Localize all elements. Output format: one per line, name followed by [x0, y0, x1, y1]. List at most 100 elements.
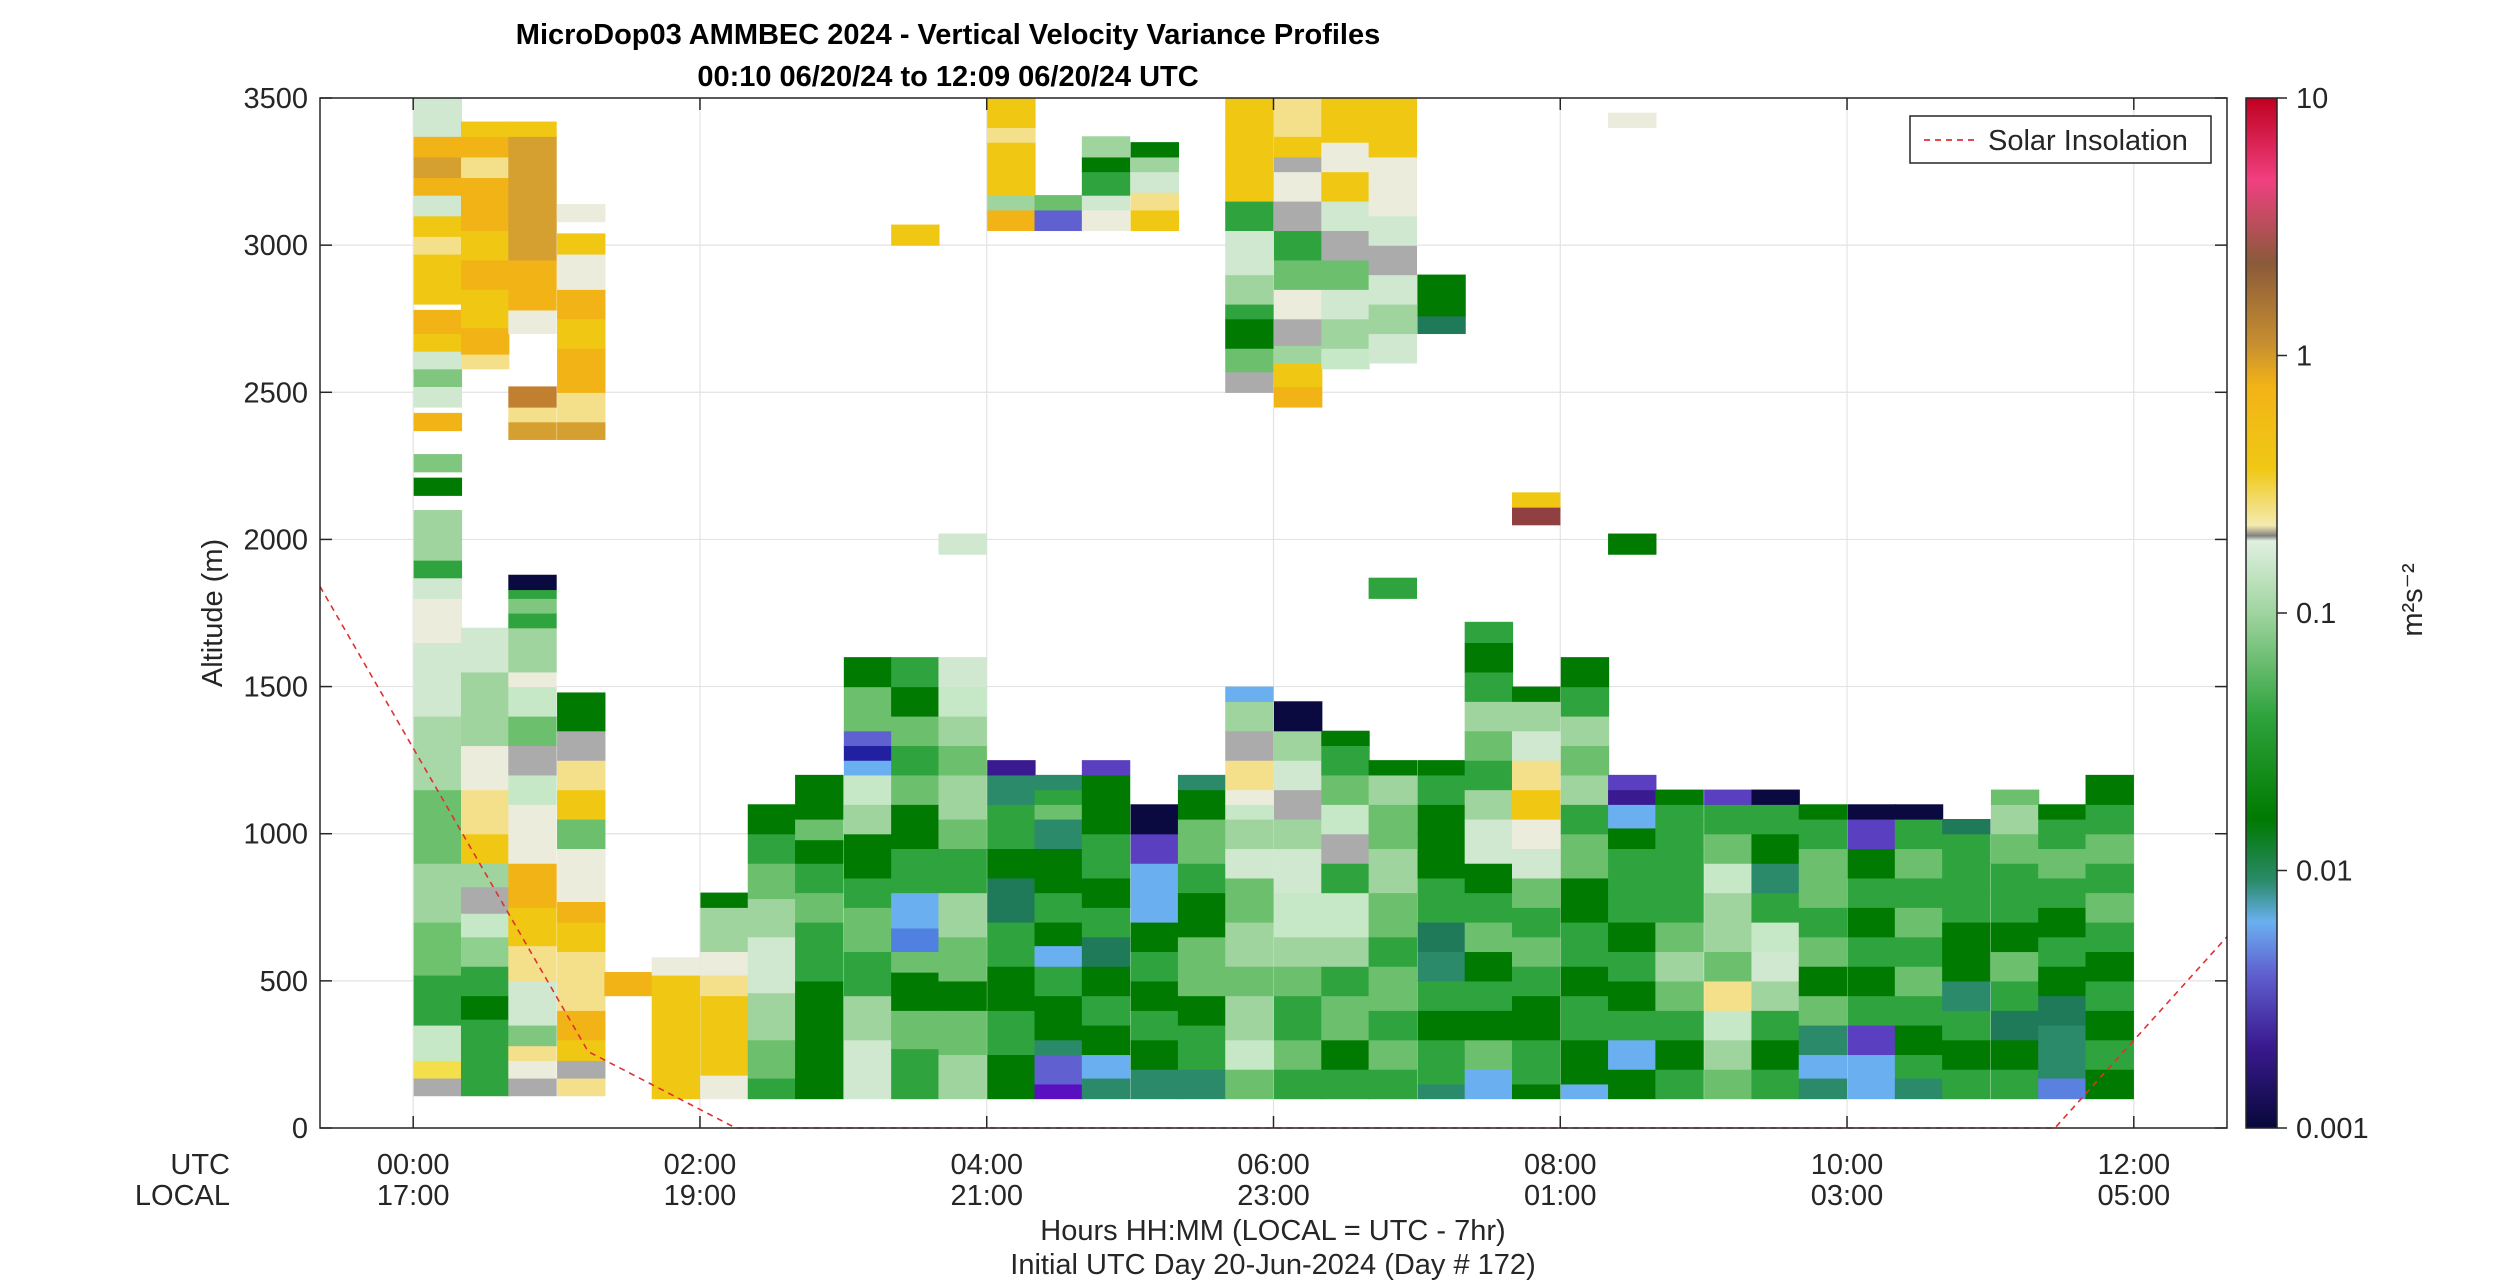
heatmap-cell	[1368, 1039, 1418, 1070]
heatmap-cell	[891, 1048, 940, 1100]
heatmap-cell	[843, 951, 893, 997]
heatmap-cell	[413, 1025, 463, 1061]
heatmap-cell	[1081, 907, 1131, 938]
heatmap-cell	[1704, 980, 1753, 1011]
heatmap-cell	[1464, 621, 1514, 644]
heatmap-cell	[557, 348, 606, 393]
heatmap-cell	[1990, 804, 2040, 835]
heatmap-cell	[1273, 730, 1323, 761]
heatmap-cell	[1177, 1025, 1227, 1070]
heatmap-cell	[1225, 922, 1274, 967]
heatmap-cell	[1321, 348, 1370, 370]
heatmap-cell	[508, 574, 557, 591]
heatmap-cell	[1130, 142, 1179, 158]
heatmap-cell	[460, 936, 510, 967]
heatmap-cell	[1464, 951, 1514, 982]
heatmap-cell	[1225, 701, 1274, 732]
heatmap-cell	[1751, 1010, 1800, 1041]
heatmap-cell	[460, 886, 510, 914]
heatmap-cell	[1321, 833, 1370, 864]
heatmap-cell	[843, 730, 893, 747]
heatmap-cell	[1034, 804, 1083, 820]
heatmap-cell	[1321, 171, 1370, 202]
heatmap-cell	[2085, 804, 2134, 835]
heatmap-cell	[1990, 863, 2040, 894]
heatmap-cell	[1655, 804, 1704, 820]
heatmap-cell	[413, 195, 463, 217]
heatmap-cell	[1130, 1010, 1179, 1041]
heatmap-cell	[1560, 833, 1610, 879]
heatmap-cell	[508, 671, 557, 688]
heatmap-cell	[1225, 371, 1274, 393]
heatmap-cell	[891, 745, 940, 776]
heatmap-cell	[1273, 201, 1323, 232]
heatmap-cell	[1273, 936, 1323, 967]
heatmap-cell	[651, 957, 701, 976]
heatmap-cell	[460, 156, 510, 179]
heatmap-cell	[938, 819, 987, 850]
heatmap-cell	[1847, 936, 1896, 967]
heatmap-cell	[987, 966, 1036, 1011]
heatmap-cell	[1368, 774, 1418, 805]
heatmap-cell	[1081, 1054, 1131, 1079]
heatmap-cell	[938, 774, 987, 820]
heatmap-cell	[1511, 760, 1561, 791]
heatmap-cell	[1273, 259, 1323, 290]
heatmap-cell	[460, 354, 510, 370]
heatmap-cell	[460, 966, 510, 997]
heatmap-cell	[2085, 980, 2134, 1011]
legend-label: Solar Insolation	[1988, 125, 2188, 157]
heatmap-cell	[508, 386, 557, 408]
x-tick-label-local: 19:00	[664, 1180, 737, 1212]
heatmap-cell	[1751, 922, 1800, 953]
heatmap-cell	[1130, 156, 1179, 173]
heatmap-cell	[1081, 774, 1131, 835]
heatmap-cell	[557, 901, 606, 923]
heatmap-cell	[1081, 966, 1131, 997]
heatmap-cell	[795, 892, 844, 923]
heatmap-cell	[747, 833, 797, 864]
heatmap-cell	[938, 686, 987, 717]
heatmap-cell	[700, 995, 749, 1076]
heatmap-cell	[1942, 1069, 1991, 1100]
heatmap-cell	[1655, 922, 1704, 953]
heatmap-cell	[795, 922, 844, 953]
heatmap-cell	[1894, 819, 1944, 850]
heatmap-cell	[1321, 1069, 1370, 1100]
heatmap-cell	[1464, 730, 1514, 761]
heatmap-cell	[413, 236, 463, 255]
colorbar-ticks: 0.001 0.01 0.1 1 10	[2277, 83, 2369, 1145]
heatmap-cell	[1417, 1010, 1466, 1041]
heatmap-cell	[413, 922, 463, 976]
heatmap-cell	[508, 421, 557, 440]
heatmap-cell	[1990, 1010, 2040, 1041]
heatmap-cell	[1894, 936, 1944, 967]
heatmap-cell	[1225, 201, 1274, 232]
heatmap-cell	[1034, 195, 1083, 211]
heatmap-cell	[1894, 1077, 1944, 1100]
heatmap-cell	[1704, 951, 1753, 982]
heatmap-cell	[2085, 892, 2134, 923]
x-tick-label-utc: 10:00	[1811, 1149, 1884, 1181]
heatmap-cell	[1847, 819, 1896, 850]
heatmap-cell	[987, 922, 1036, 967]
heatmap-cell	[1034, 789, 1083, 805]
heatmap-cell	[2085, 1069, 2134, 1100]
heatmap-cell	[460, 833, 510, 864]
heatmap-cell	[938, 1054, 987, 1100]
x-tick-label-utc: 06:00	[1237, 1149, 1310, 1181]
heatmap-cell	[1464, 980, 1514, 1011]
heatmap-cell	[413, 98, 463, 137]
heatmap-cell	[1608, 1039, 1657, 1070]
heatmap-cell	[413, 716, 463, 791]
heatmap-cell	[2038, 966, 2087, 997]
heatmap-cell	[1942, 833, 1991, 864]
heatmap-cell	[1417, 877, 1466, 923]
heatmap-cell	[1560, 1083, 1610, 1100]
heatmap-cell	[508, 833, 557, 864]
heatmap-cell	[1130, 1039, 1179, 1070]
heatmap-cell	[1130, 922, 1179, 953]
heatmap-cell	[508, 1025, 557, 1047]
